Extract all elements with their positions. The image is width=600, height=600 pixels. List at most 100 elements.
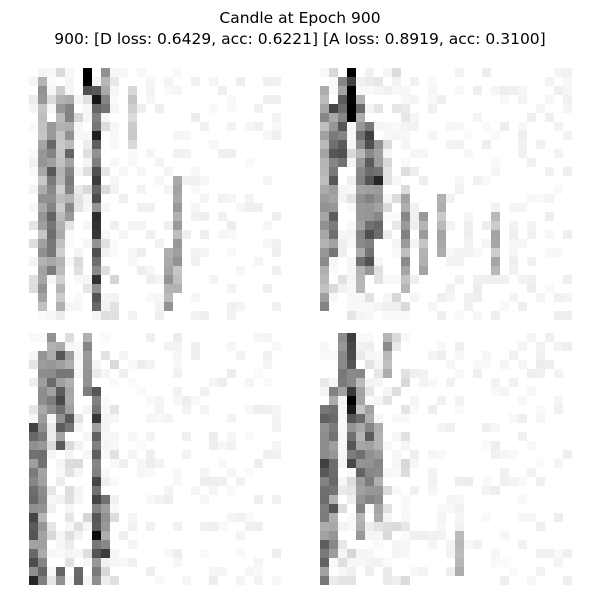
- pixel: [329, 194, 338, 203]
- pixel: [401, 302, 410, 311]
- pixel: [473, 113, 482, 122]
- pixel: [383, 131, 392, 140]
- pixel: [65, 513, 74, 522]
- pixel: [56, 342, 65, 351]
- pixel: [527, 513, 536, 522]
- pixel: [272, 239, 281, 248]
- pixel: [101, 468, 110, 477]
- pixel: [338, 423, 347, 432]
- pixel: [455, 351, 464, 360]
- pixel: [29, 531, 38, 540]
- pixel: [65, 167, 74, 176]
- pixel: [38, 185, 47, 194]
- pixel: [47, 266, 56, 275]
- pixel: [356, 194, 365, 203]
- pixel: [356, 432, 365, 441]
- pixel: [410, 369, 419, 378]
- pixel: [173, 68, 182, 77]
- pixel: [128, 86, 137, 95]
- pixel: [227, 369, 236, 378]
- pixel: [329, 221, 338, 230]
- pixel: [101, 396, 110, 405]
- pixel: [392, 86, 401, 95]
- pixel: [356, 212, 365, 221]
- pixel: [272, 266, 281, 275]
- pixel: [173, 468, 182, 477]
- pixel: [374, 167, 383, 176]
- pixel: [419, 531, 428, 540]
- pixel: [518, 396, 527, 405]
- pixel: [320, 459, 329, 468]
- pixel: [209, 77, 218, 86]
- pixel: [365, 450, 374, 459]
- pixel: [365, 405, 374, 414]
- pixel: [356, 167, 365, 176]
- pixel: [338, 387, 347, 396]
- pixel: [227, 302, 236, 311]
- pixel: [92, 176, 101, 185]
- pixel: [56, 405, 65, 414]
- pixel: [263, 77, 272, 86]
- pixel: [56, 468, 65, 477]
- pixel: [365, 486, 374, 495]
- pixel: [374, 140, 383, 149]
- pixel: [56, 221, 65, 230]
- pixel: [254, 459, 263, 468]
- pixel: [365, 342, 374, 351]
- pixel: [419, 257, 428, 266]
- pixel: [464, 293, 473, 302]
- pixel: [356, 293, 365, 302]
- pixel: [56, 293, 65, 302]
- pixel: [110, 131, 119, 140]
- pixel: [383, 360, 392, 369]
- pixel: [92, 212, 101, 221]
- pixel: [173, 333, 182, 342]
- pixel: [509, 450, 518, 459]
- pixel: [473, 86, 482, 95]
- pixel: [410, 113, 419, 122]
- pixel: [329, 495, 338, 504]
- pixel: [410, 275, 419, 284]
- pixel: [482, 351, 491, 360]
- pixel: [101, 311, 110, 320]
- pixel: [536, 351, 545, 360]
- pixel: [338, 486, 347, 495]
- pixel: [356, 405, 365, 414]
- pixel: [47, 351, 56, 360]
- pixel: [329, 203, 338, 212]
- pixel: [536, 567, 545, 576]
- pixel: [320, 302, 329, 311]
- pixel: [392, 576, 401, 585]
- pixel: [29, 504, 38, 513]
- pixel: [47, 396, 56, 405]
- pixel: [338, 248, 347, 257]
- pixel: [455, 540, 464, 549]
- pixel: [83, 239, 92, 248]
- pixel: [173, 257, 182, 266]
- pixel: [329, 113, 338, 122]
- pixel: [92, 414, 101, 423]
- pixel: [74, 122, 83, 131]
- pixel: [56, 68, 65, 77]
- pixel: [119, 369, 128, 378]
- pixel: [527, 387, 536, 396]
- pixel: [356, 149, 365, 158]
- pixel: [38, 302, 47, 311]
- pixel: [365, 68, 374, 77]
- pixel: [356, 531, 365, 540]
- pixel: [365, 239, 374, 248]
- pixel: [92, 167, 101, 176]
- pixel: [227, 248, 236, 257]
- pixel: [236, 477, 245, 486]
- pixel: [173, 212, 182, 221]
- pixel: [527, 113, 536, 122]
- pixel: [101, 230, 110, 239]
- pixel: [137, 360, 146, 369]
- pixel: [392, 311, 401, 320]
- pixel: [38, 257, 47, 266]
- pixel: [320, 342, 329, 351]
- pixel: [29, 432, 38, 441]
- pixel: [110, 158, 119, 167]
- pixel: [38, 95, 47, 104]
- pixel: [137, 185, 146, 194]
